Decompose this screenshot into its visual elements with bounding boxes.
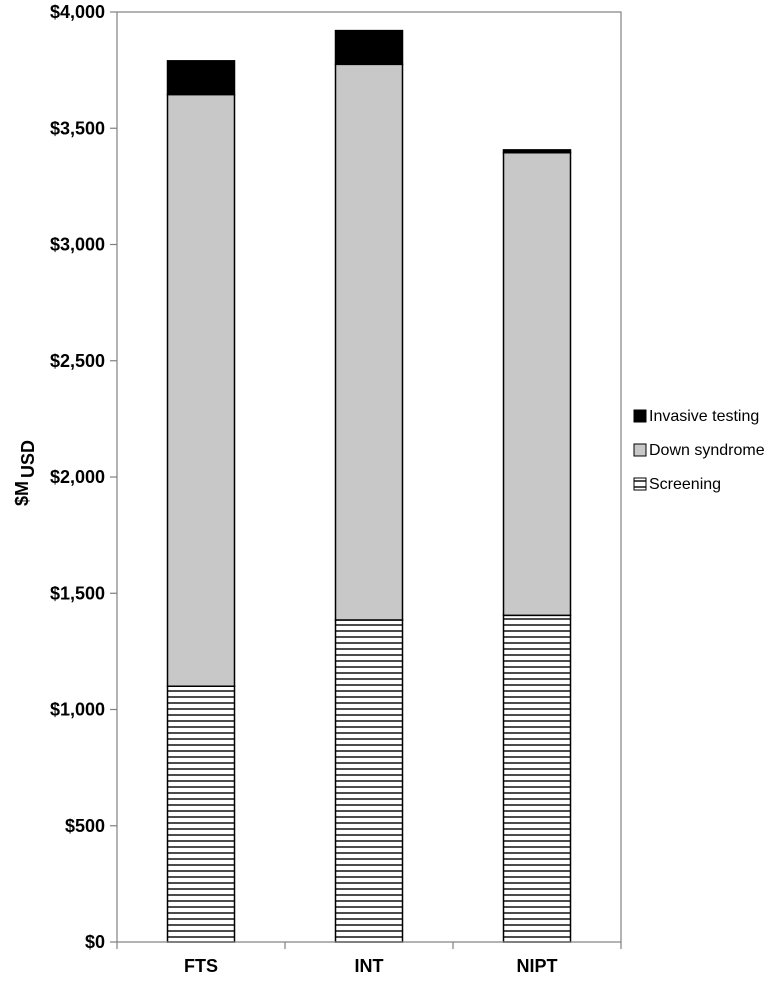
x-category-label: FTS (184, 956, 218, 976)
bar-down-syndrome-int (334, 63, 404, 621)
bar-down-syndrome-nipt (502, 151, 572, 617)
bar-down-syndrome-fts (166, 93, 236, 688)
y-tick-label: $4,000 (50, 2, 105, 22)
bar-screening-fts (166, 685, 236, 943)
y-axis-label-main: $M (12, 481, 32, 506)
y-tick-label: $0 (85, 932, 105, 952)
y-tick-label: $3,500 (50, 118, 105, 138)
y-axis-label-subscript: USD (18, 440, 38, 478)
y-tick-label: $500 (65, 816, 105, 836)
y-tick-label: $3,000 (50, 235, 105, 255)
legend-label-invasive-testing: Invasive testing (649, 408, 759, 425)
legend-swatch-screening (633, 477, 647, 491)
legend-swatch-invasive-testing (633, 409, 647, 423)
y-tick-label: $1,500 (50, 583, 105, 603)
bar-invasive-testing-int (334, 29, 404, 66)
x-category-label: INT (355, 956, 384, 976)
bar-invasive-testing-fts (166, 60, 236, 96)
y-tick-label: $2,500 (50, 351, 105, 371)
y-tick-label: $2,000 (50, 467, 105, 487)
bar-screening-int (334, 619, 404, 943)
y-tick-label: $1,000 (50, 700, 105, 720)
x-category-label: NIPT (516, 956, 557, 976)
legend-label-down-syndrome: Down syndrome (649, 442, 765, 459)
legend-label-screening: Screening (649, 476, 721, 493)
y-axis-label: $M USD (12, 440, 38, 506)
legend-swatch-down-syndrome (633, 443, 647, 457)
bar-screening-nipt (502, 614, 572, 943)
bar-invasive-testing-nipt (502, 149, 572, 154)
